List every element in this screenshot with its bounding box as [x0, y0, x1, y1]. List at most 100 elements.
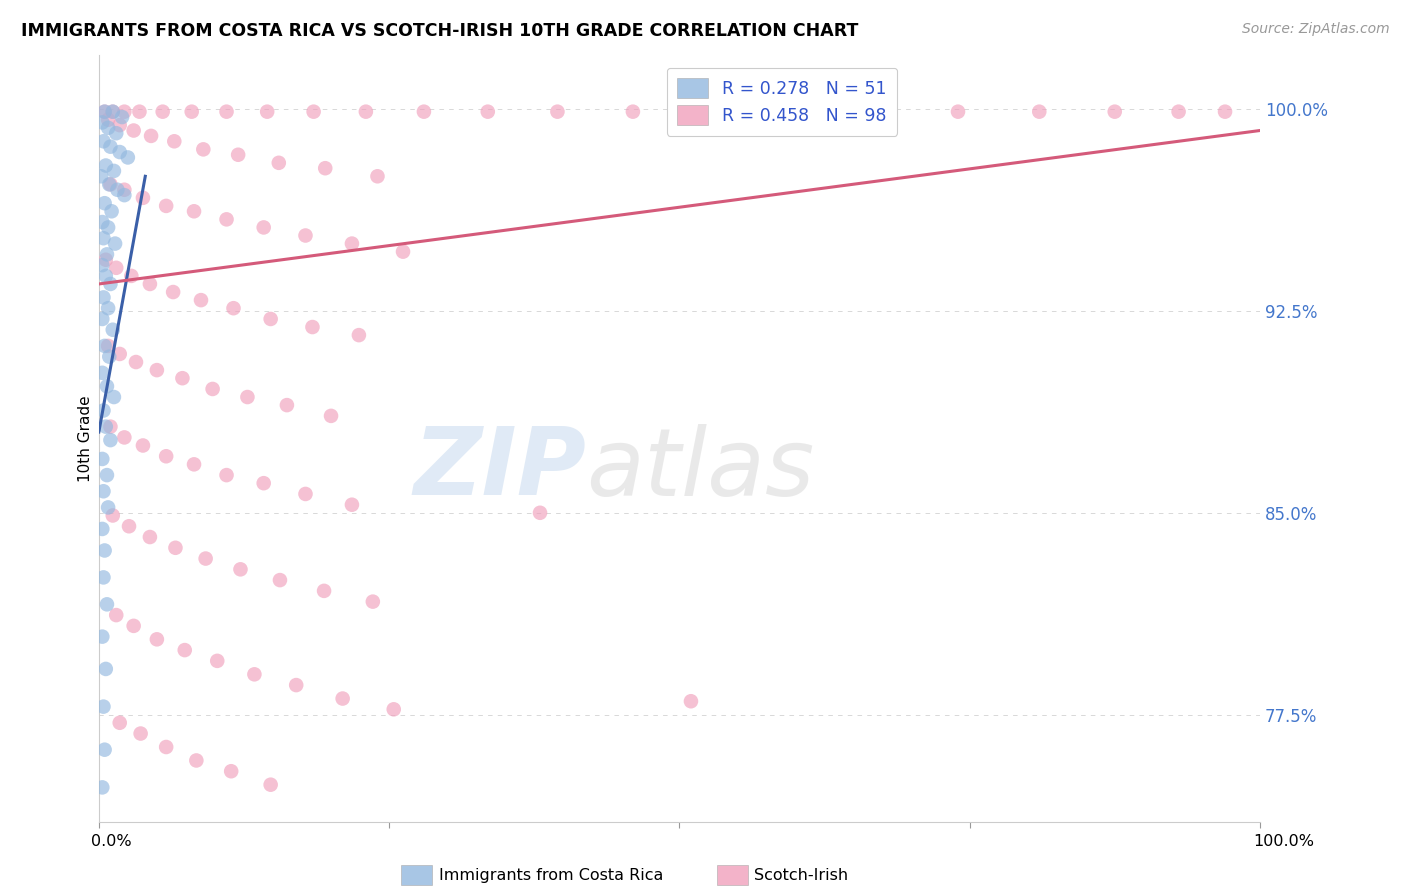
- Point: [93, 196, 115, 211]
- Point: [180, 104, 202, 119]
- Point: [285, 678, 308, 692]
- Point: [162, 285, 184, 299]
- Point: [108, 715, 131, 730]
- Point: [215, 468, 238, 483]
- Point: [108, 145, 131, 159]
- Text: ZIP: ZIP: [413, 424, 586, 516]
- Point: [111, 110, 134, 124]
- Point: [194, 551, 217, 566]
- Point: [103, 390, 125, 404]
- Point: [155, 450, 177, 464]
- Point: [172, 371, 194, 385]
- Point: [269, 573, 291, 587]
- Point: [112, 104, 135, 119]
- Point: [253, 220, 276, 235]
- Point: [122, 123, 145, 137]
- Point: [260, 778, 283, 792]
- Point: [101, 104, 124, 119]
- Point: [301, 320, 323, 334]
- Point: [146, 632, 169, 647]
- Point: [139, 530, 162, 544]
- Point: [112, 183, 135, 197]
- Point: [94, 662, 117, 676]
- Point: [90, 169, 112, 184]
- Point: [201, 382, 224, 396]
- Point: [103, 164, 125, 178]
- Point: [146, 363, 169, 377]
- Point: [332, 691, 354, 706]
- Point: [132, 191, 155, 205]
- Point: [101, 104, 124, 119]
- Point: [93, 484, 115, 499]
- Point: [222, 301, 245, 316]
- Point: [107, 183, 129, 197]
- Point: [97, 339, 120, 353]
- Point: [546, 104, 568, 119]
- Point: [104, 236, 127, 251]
- Point: [112, 188, 135, 202]
- Point: [122, 619, 145, 633]
- Point: [125, 355, 148, 369]
- Point: [215, 212, 238, 227]
- Point: [477, 104, 499, 119]
- Point: [96, 247, 118, 261]
- Point: [98, 350, 121, 364]
- Point: [347, 328, 370, 343]
- Point: [226, 147, 249, 161]
- Point: [100, 178, 122, 192]
- Point: [193, 142, 215, 156]
- Point: [392, 244, 415, 259]
- Point: [94, 252, 117, 267]
- Point: [93, 290, 115, 304]
- Point: [183, 458, 205, 472]
- Point: [97, 120, 120, 135]
- Point: [529, 506, 551, 520]
- Point: [128, 104, 150, 119]
- Point: [98, 178, 121, 192]
- Point: [319, 409, 342, 423]
- Point: [155, 199, 177, 213]
- Point: [354, 104, 377, 119]
- Point: [294, 228, 316, 243]
- Point: [93, 339, 115, 353]
- Point: [91, 312, 114, 326]
- Point: [96, 468, 118, 483]
- Point: [1167, 104, 1189, 119]
- Point: [219, 764, 242, 779]
- Point: [91, 366, 114, 380]
- Point: [105, 608, 128, 623]
- Point: [108, 118, 131, 132]
- Point: [340, 498, 363, 512]
- Point: [105, 126, 128, 140]
- Point: [93, 104, 115, 119]
- Point: [183, 204, 205, 219]
- Point: [105, 260, 128, 275]
- Point: [267, 156, 290, 170]
- Point: [361, 594, 384, 608]
- Point: [100, 139, 122, 153]
- Point: [96, 597, 118, 611]
- Point: [382, 702, 405, 716]
- Point: [112, 430, 135, 444]
- Point: [294, 487, 316, 501]
- Text: Immigrants from Costa Rica: Immigrants from Costa Rica: [439, 868, 664, 882]
- Point: [152, 104, 174, 119]
- Point: [173, 643, 195, 657]
- Point: [94, 159, 117, 173]
- Point: [1028, 104, 1050, 119]
- Text: Scotch-Irish: Scotch-Irish: [754, 868, 848, 882]
- Point: [260, 312, 283, 326]
- Point: [312, 583, 335, 598]
- Point: [132, 438, 155, 452]
- Point: [91, 780, 114, 795]
- Point: [340, 236, 363, 251]
- Text: Source: ZipAtlas.com: Source: ZipAtlas.com: [1241, 22, 1389, 37]
- Text: 100.0%: 100.0%: [1254, 834, 1315, 849]
- Point: [314, 161, 336, 176]
- Point: [118, 519, 141, 533]
- Point: [703, 104, 725, 119]
- Point: [155, 739, 177, 754]
- Point: [93, 134, 115, 148]
- Point: [229, 562, 252, 576]
- Point: [93, 543, 115, 558]
